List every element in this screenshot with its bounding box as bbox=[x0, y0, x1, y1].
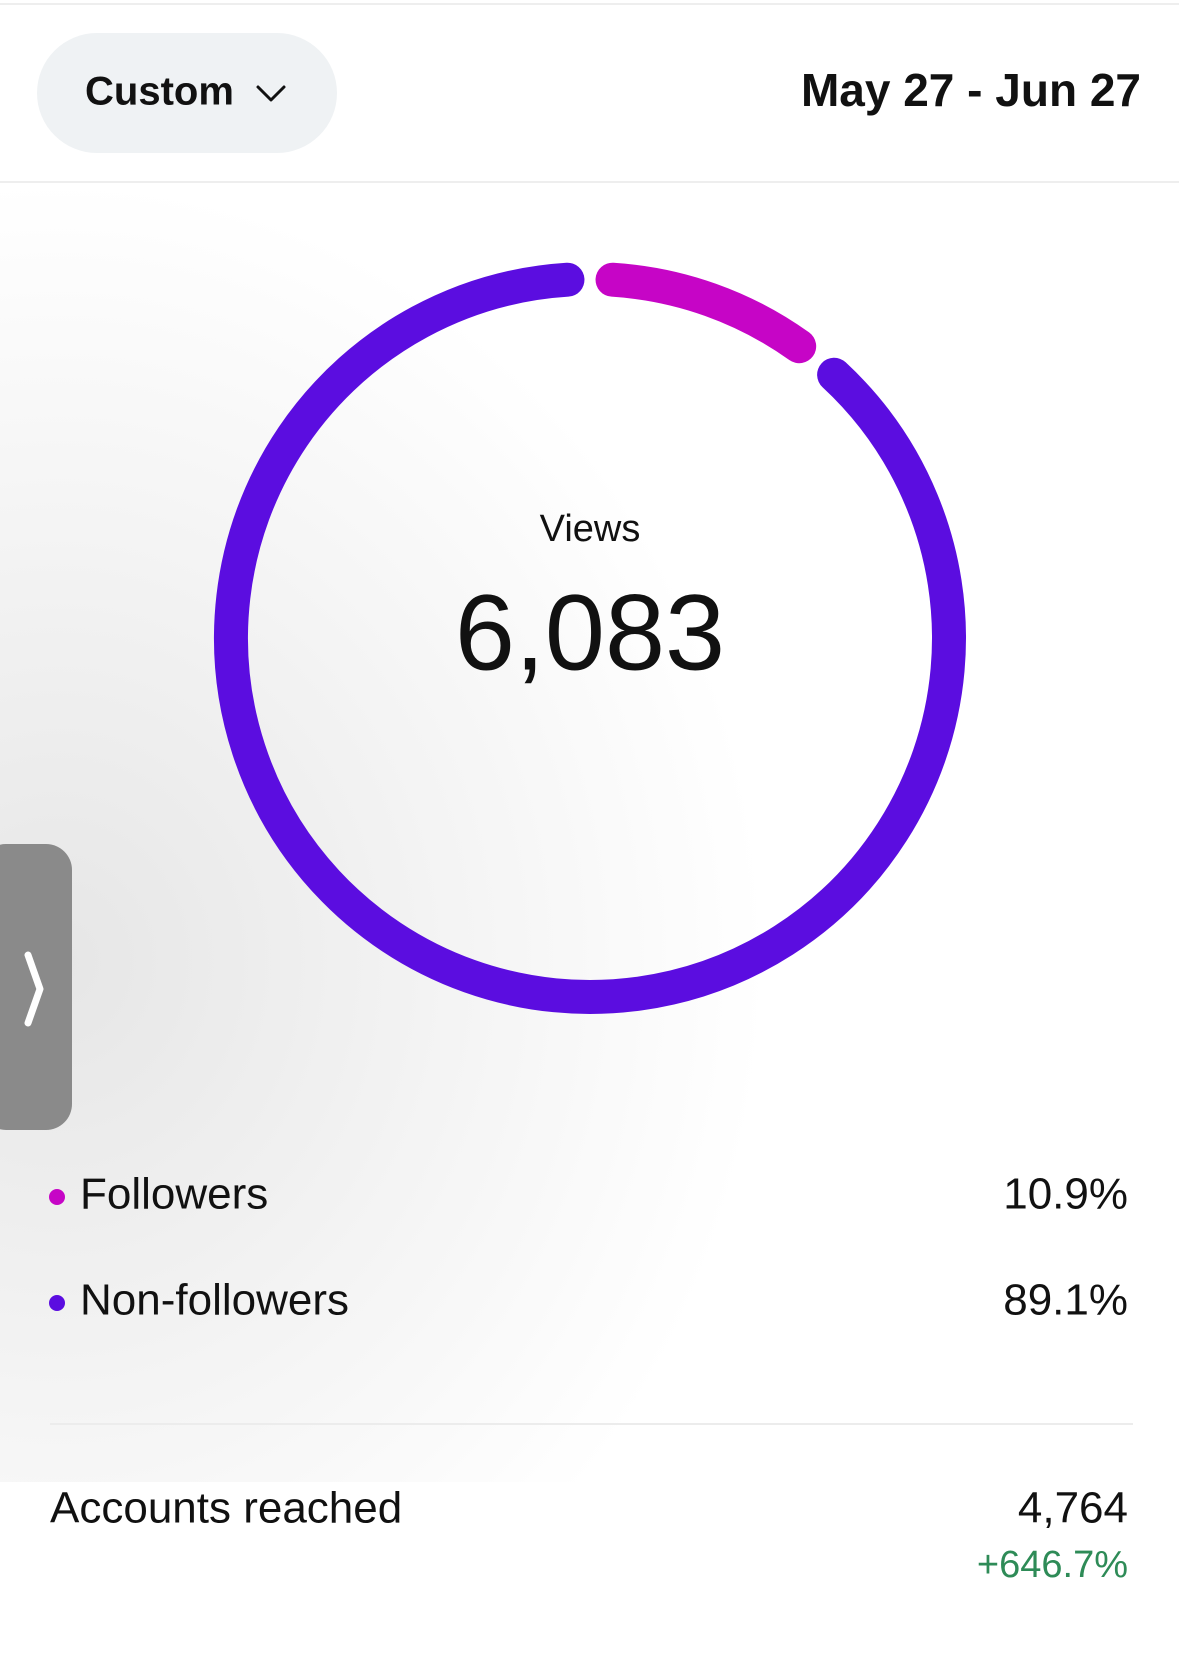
metric-value: 4,764 bbox=[1018, 1484, 1128, 1533]
legend-value: 89.1% bbox=[1003, 1276, 1128, 1325]
date-range[interactable]: May 27 - Jun 27 bbox=[801, 64, 1141, 116]
donut-segment bbox=[214, 262, 966, 1014]
chevron-down bbox=[256, 85, 286, 102]
side-handle-chevron bbox=[24, 951, 44, 1027]
filter-button[interactable] bbox=[37, 33, 337, 153]
legend-dot bbox=[49, 1295, 65, 1311]
chart-title: Views bbox=[540, 508, 641, 550]
donut-segment bbox=[595, 262, 817, 364]
background-shade bbox=[0, 182, 1179, 1482]
filter-label: Custom bbox=[85, 70, 234, 114]
legend-label: Non-followers bbox=[80, 1276, 349, 1325]
legend-dot bbox=[49, 1189, 65, 1205]
metric-label: Accounts reached bbox=[50, 1484, 402, 1533]
legend-value: 10.9% bbox=[1003, 1170, 1128, 1219]
legend-label: Followers bbox=[80, 1170, 268, 1219]
chart-total: 6,083 bbox=[455, 572, 725, 693]
metric-change: +646.7% bbox=[977, 1544, 1128, 1586]
